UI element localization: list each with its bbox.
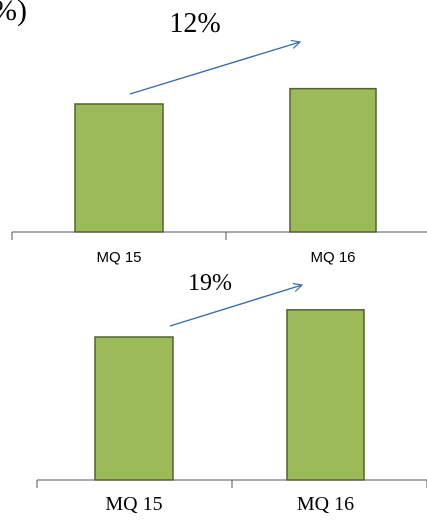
bottom-growth-arrow <box>169 285 302 327</box>
top-bar-1 <box>289 87 377 233</box>
top-growth-arrow <box>129 42 300 95</box>
top-growth-label: 12% <box>169 8 220 39</box>
bottom-category-label-0: MQ 15 <box>105 493 162 515</box>
bottom-growth-label: 19% <box>188 270 232 296</box>
header-fragment: %) <box>0 0 27 27</box>
top-category-label-1: MQ 16 <box>310 249 355 266</box>
bottom-bar-1 <box>286 309 365 481</box>
chart-bottom: MQ 15 MQ 16 19% <box>36 270 427 515</box>
top-bar-0 <box>74 103 164 233</box>
top-category-label-0: MQ 15 <box>96 249 141 266</box>
chart-top: MQ 15 MQ 16 12% <box>11 8 427 266</box>
bottom-bar-0 <box>94 336 174 481</box>
bottom-category-label-1: MQ 16 <box>297 493 354 515</box>
